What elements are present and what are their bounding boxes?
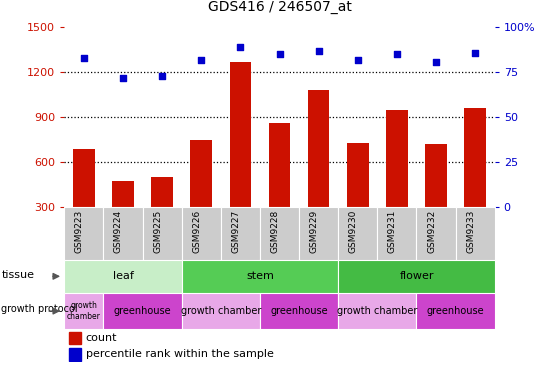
Point	[236, 44, 245, 50]
Bar	[377, 207, 416, 260]
Bar	[112, 182, 134, 207]
Text: GSM9225: GSM9225	[153, 209, 162, 253]
Bar	[103, 293, 182, 329]
Point	[197, 57, 206, 63]
Text: GSM9231: GSM9231	[388, 209, 397, 253]
Text: tissue: tissue	[1, 270, 34, 280]
Text: GSM9229: GSM9229	[310, 209, 319, 253]
Bar	[221, 207, 260, 260]
Bar	[69, 348, 80, 361]
Bar	[416, 207, 456, 260]
Bar	[73, 149, 94, 207]
Text: growth
chamber: growth chamber	[67, 301, 101, 321]
Bar	[269, 123, 290, 207]
Text: GSM9232: GSM9232	[427, 209, 436, 253]
Bar	[69, 332, 80, 344]
Point	[314, 48, 323, 54]
Text: GSM9227: GSM9227	[231, 209, 240, 253]
Bar	[230, 62, 251, 207]
Text: GDS416 / 246507_at: GDS416 / 246507_at	[207, 0, 352, 14]
Point	[432, 59, 440, 64]
Text: growth chamber: growth chamber	[181, 306, 261, 316]
Bar	[260, 207, 299, 260]
Bar	[416, 293, 495, 329]
Text: greenhouse: greenhouse	[427, 306, 485, 316]
Text: GSM9228: GSM9228	[271, 209, 280, 253]
Bar	[182, 260, 338, 293]
Text: GSM9224: GSM9224	[114, 209, 123, 253]
Point	[471, 50, 480, 56]
Bar	[338, 207, 377, 260]
Text: growth chamber: growth chamber	[337, 306, 418, 316]
Text: GSM9223: GSM9223	[75, 209, 84, 253]
Bar	[465, 108, 486, 207]
Text: count: count	[86, 333, 117, 343]
Bar	[103, 207, 143, 260]
Text: leaf: leaf	[112, 271, 134, 281]
Bar	[260, 293, 338, 329]
Bar	[338, 260, 495, 293]
Bar	[456, 207, 495, 260]
Text: stem: stem	[246, 271, 274, 281]
Bar	[182, 293, 260, 329]
Bar	[64, 260, 182, 293]
Point	[275, 51, 284, 57]
Bar	[64, 293, 103, 329]
Point	[353, 57, 362, 63]
Text: greenhouse: greenhouse	[113, 306, 172, 316]
Bar	[143, 207, 182, 260]
Point	[79, 55, 88, 61]
Point	[158, 73, 167, 79]
Bar	[182, 207, 221, 260]
Bar	[425, 144, 447, 207]
Text: GSM9226: GSM9226	[192, 209, 201, 253]
Text: percentile rank within the sample: percentile rank within the sample	[86, 350, 274, 359]
Bar	[191, 139, 212, 207]
Bar	[64, 207, 103, 260]
Point	[119, 75, 127, 81]
Text: growth protocol: growth protocol	[1, 304, 78, 314]
Text: GSM9233: GSM9233	[466, 209, 475, 253]
Bar	[338, 293, 416, 329]
Point	[392, 51, 401, 57]
Bar	[386, 110, 408, 207]
Bar	[299, 207, 338, 260]
Text: GSM9230: GSM9230	[349, 209, 358, 253]
Text: greenhouse: greenhouse	[270, 306, 328, 316]
Bar	[151, 177, 173, 207]
Bar	[347, 142, 368, 207]
Bar	[308, 90, 329, 207]
Text: flower: flower	[399, 271, 434, 281]
